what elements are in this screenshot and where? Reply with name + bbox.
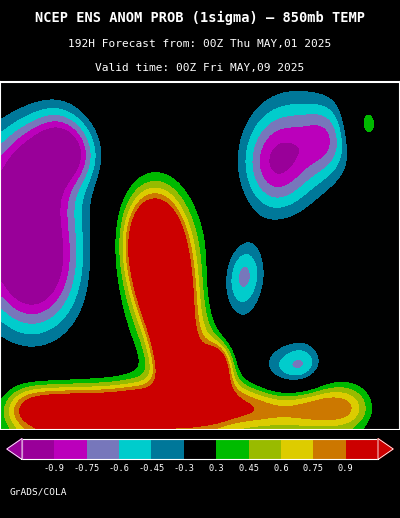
Text: NCEP ENS ANOM PROB (1sigma) – 850mb TEMP: NCEP ENS ANOM PROB (1sigma) – 850mb TEMP: [35, 11, 365, 25]
Polygon shape: [378, 439, 393, 459]
Bar: [216, 439, 248, 459]
Text: -0.45: -0.45: [138, 464, 164, 473]
Text: Valid time: 00Z Fri MAY,09 2025: Valid time: 00Z Fri MAY,09 2025: [95, 63, 305, 73]
Bar: [184, 439, 216, 459]
Text: -0.3: -0.3: [173, 464, 194, 473]
Bar: [22, 439, 54, 459]
Polygon shape: [7, 439, 22, 459]
Text: -0.6: -0.6: [108, 464, 130, 473]
Text: -0.9: -0.9: [44, 464, 65, 473]
Bar: [313, 439, 346, 459]
Bar: [281, 439, 313, 459]
Bar: [22, 439, 378, 459]
Text: 0.75: 0.75: [303, 464, 324, 473]
Text: 192H Forecast from: 00Z Thu MAY,01 2025: 192H Forecast from: 00Z Thu MAY,01 2025: [68, 39, 332, 49]
Text: 0.6: 0.6: [273, 464, 289, 473]
Text: 0.3: 0.3: [208, 464, 224, 473]
Text: 0.9: 0.9: [338, 464, 354, 473]
Text: -0.75: -0.75: [74, 464, 100, 473]
Text: GrADS/COLA: GrADS/COLA: [10, 487, 68, 496]
Bar: [54, 439, 87, 459]
Bar: [119, 439, 152, 459]
Bar: [346, 439, 378, 459]
Bar: [87, 439, 119, 459]
Bar: [248, 439, 281, 459]
Text: 0.45: 0.45: [238, 464, 259, 473]
Bar: [152, 439, 184, 459]
